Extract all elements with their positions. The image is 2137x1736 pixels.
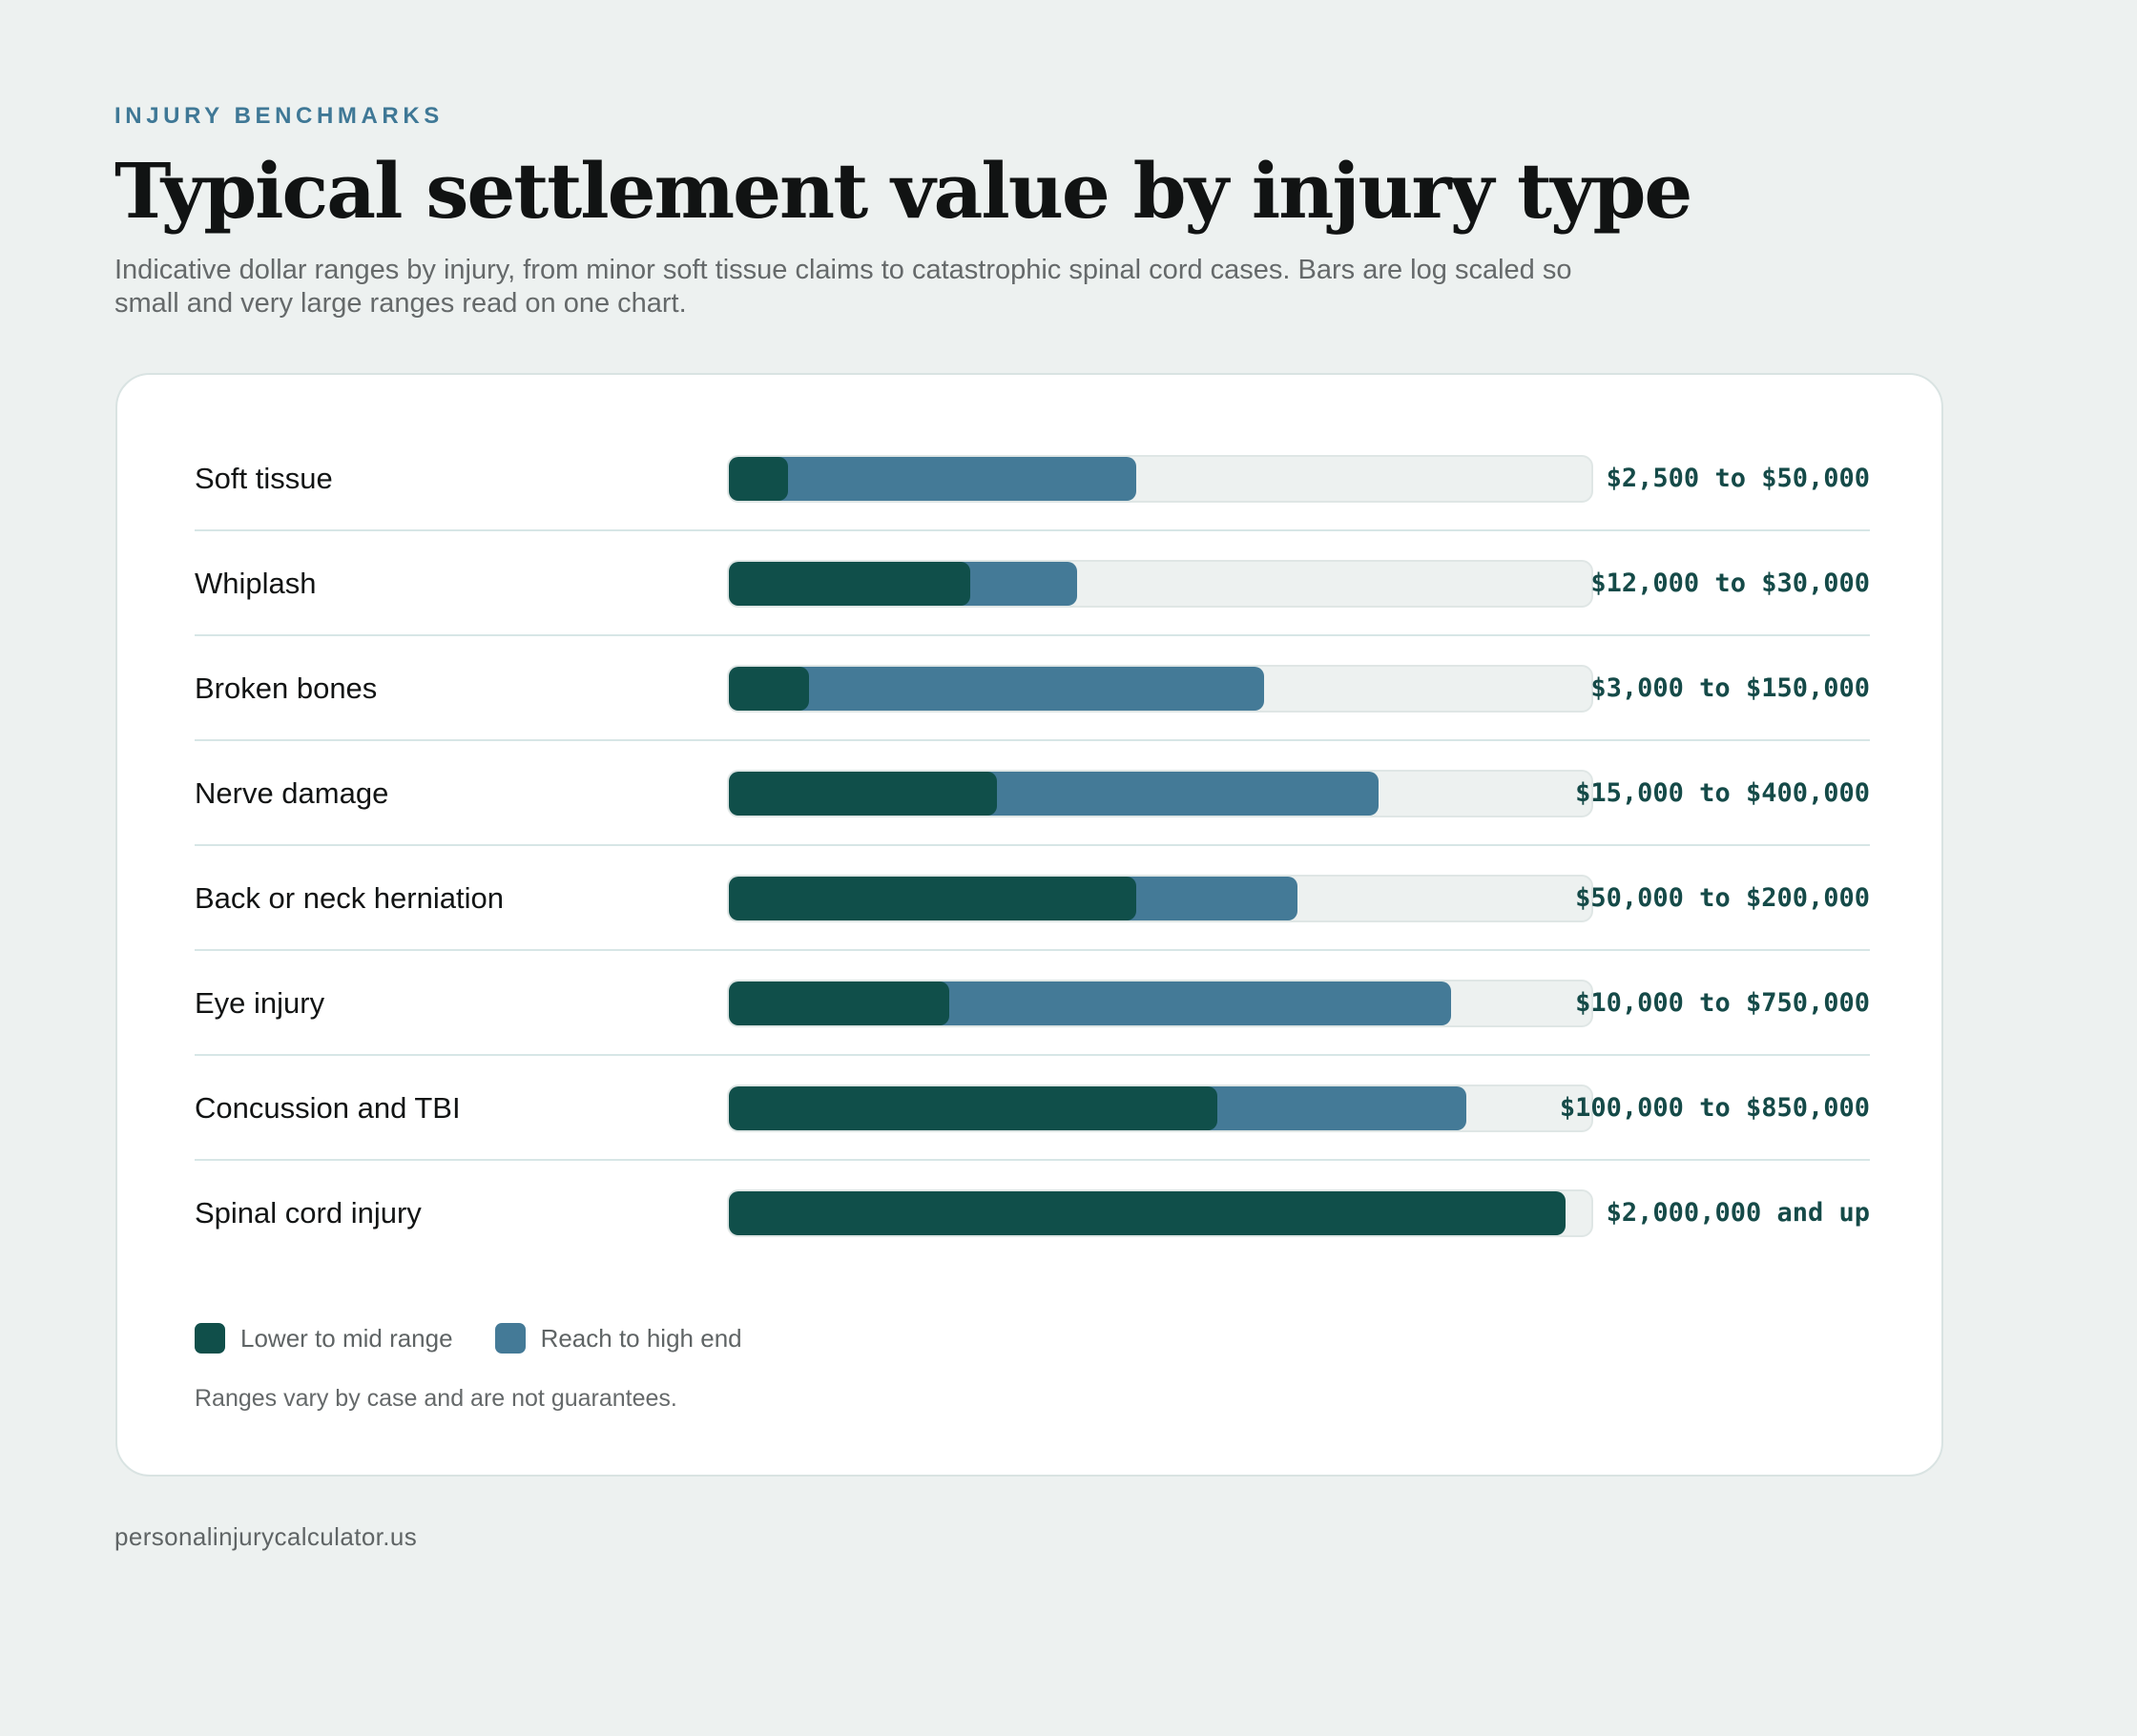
chart-row: Whiplash $12,000 to $30,000 — [195, 531, 1870, 636]
chart-row: Back or neck herniation $50,000 to $200,0… — [195, 846, 1870, 951]
bar-segment-low — [729, 667, 810, 711]
chart-row: Broken bones $3,000 to $150,000 — [195, 636, 1870, 741]
bar-track — [727, 770, 1593, 817]
value-label: $2,500 to $50,000 — [1606, 464, 1870, 493]
disclaimer-note: Ranges vary by case and are not guarante… — [195, 1385, 677, 1412]
bar-segment-low — [729, 562, 971, 606]
bar-track — [727, 1085, 1593, 1132]
bar-segment-low — [729, 877, 1137, 920]
legend-swatch-high — [494, 1323, 526, 1354]
category-label: Back or neck herniation — [195, 881, 504, 915]
category-label: Soft tissue — [195, 462, 333, 495]
bar-segment-high — [1125, 877, 1298, 920]
value-label: $15,000 to $400,000 — [1575, 778, 1870, 808]
subtitle: Indicative dollar ranges by injury, from… — [114, 255, 1572, 319]
bar-track — [727, 665, 1593, 713]
value-label: $50,000 to $200,000 — [1575, 883, 1870, 913]
bar-segment-high — [938, 982, 1452, 1025]
bar-segment-high — [777, 457, 1137, 501]
source-footer: personalinjurycalculator.us — [114, 1522, 418, 1551]
legend-item-low: Lower to mid range — [195, 1323, 453, 1354]
bar-segment-low — [729, 457, 789, 501]
chart-row: Concussion and TBI $100,000 to $850,000 — [195, 1056, 1870, 1161]
category-label: Whiplash — [195, 567, 317, 600]
category-label: Concussion and TBI — [195, 1091, 461, 1125]
category-label: Nerve damage — [195, 776, 389, 810]
bar-track — [727, 1189, 1593, 1237]
bar-segment-low — [729, 982, 950, 1025]
chart-row: Nerve damage $15,000 to $400,000 — [195, 741, 1870, 846]
legend: Lower to mid range Reach to high end — [195, 1319, 784, 1357]
value-label: $12,000 to $30,000 — [1590, 568, 1870, 598]
bar-track — [727, 455, 1593, 503]
bar-segment-high — [985, 772, 1379, 816]
legend-swatch-low — [195, 1323, 225, 1354]
bar-segment-high — [959, 562, 1078, 606]
value-label: $3,000 to $150,000 — [1590, 673, 1870, 703]
page-title: Typical settlement value by injury type — [114, 146, 1692, 236]
legend-item-high: Reach to high end — [494, 1323, 742, 1354]
legend-label-high: Reach to high end — [540, 1323, 742, 1353]
chart-card: Soft tissue $2,500 to $50,000 Whiplash $12,… — [115, 373, 1943, 1477]
category-label: Eye injury — [195, 986, 325, 1020]
legend-label-low: Lower to mid range — [240, 1323, 453, 1353]
chart-row: Spinal cord injury $2,000,000 and up — [195, 1161, 1870, 1266]
chart-row: Eye injury $10,000 to $750,000 — [195, 951, 1870, 1056]
bar-segment-low — [729, 1086, 1217, 1130]
value-label: $100,000 to $850,000 — [1559, 1093, 1870, 1123]
bar-track — [727, 560, 1593, 608]
value-label: $10,000 to $750,000 — [1575, 988, 1870, 1018]
bar-segment-low — [729, 1191, 1566, 1235]
category-label: Spinal cord injury — [195, 1196, 422, 1230]
eyebrow: INJURY BENCHMARKS — [114, 103, 444, 129]
bar-segment-low — [729, 772, 997, 816]
bar-segment-high — [1205, 1086, 1466, 1130]
bar-track — [727, 980, 1593, 1027]
category-label: Broken bones — [195, 672, 378, 705]
value-label: $2,000,000 and up — [1606, 1198, 1870, 1228]
chart-row: Soft tissue $2,500 to $50,000 — [195, 426, 1870, 531]
bar-segment-high — [798, 667, 1265, 711]
bar-track — [727, 875, 1593, 922]
